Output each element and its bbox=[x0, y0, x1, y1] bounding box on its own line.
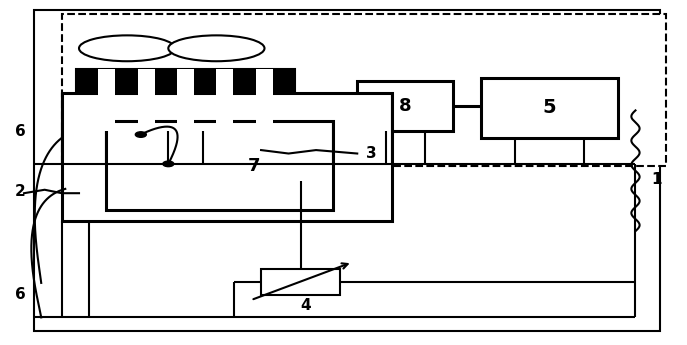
FancyBboxPatch shape bbox=[261, 269, 340, 295]
FancyBboxPatch shape bbox=[62, 93, 392, 221]
Text: 2: 2 bbox=[15, 184, 26, 199]
Text: 1: 1 bbox=[651, 172, 662, 187]
FancyBboxPatch shape bbox=[177, 69, 194, 131]
Text: 6: 6 bbox=[15, 287, 26, 303]
FancyBboxPatch shape bbox=[137, 69, 155, 131]
FancyBboxPatch shape bbox=[481, 78, 618, 138]
FancyBboxPatch shape bbox=[34, 10, 660, 331]
Ellipse shape bbox=[79, 36, 175, 61]
Circle shape bbox=[163, 161, 174, 167]
FancyBboxPatch shape bbox=[62, 14, 666, 166]
FancyBboxPatch shape bbox=[98, 69, 115, 131]
Text: 7: 7 bbox=[247, 157, 260, 175]
Ellipse shape bbox=[168, 36, 264, 61]
Circle shape bbox=[135, 132, 146, 137]
FancyBboxPatch shape bbox=[357, 81, 453, 131]
Text: 8: 8 bbox=[399, 97, 412, 115]
FancyBboxPatch shape bbox=[76, 69, 295, 131]
Text: 5: 5 bbox=[543, 98, 556, 117]
Text: 3: 3 bbox=[365, 146, 376, 161]
FancyBboxPatch shape bbox=[256, 69, 273, 131]
FancyBboxPatch shape bbox=[216, 69, 234, 131]
Text: 6: 6 bbox=[15, 124, 26, 139]
Text: 4: 4 bbox=[300, 298, 311, 313]
FancyBboxPatch shape bbox=[106, 121, 333, 210]
